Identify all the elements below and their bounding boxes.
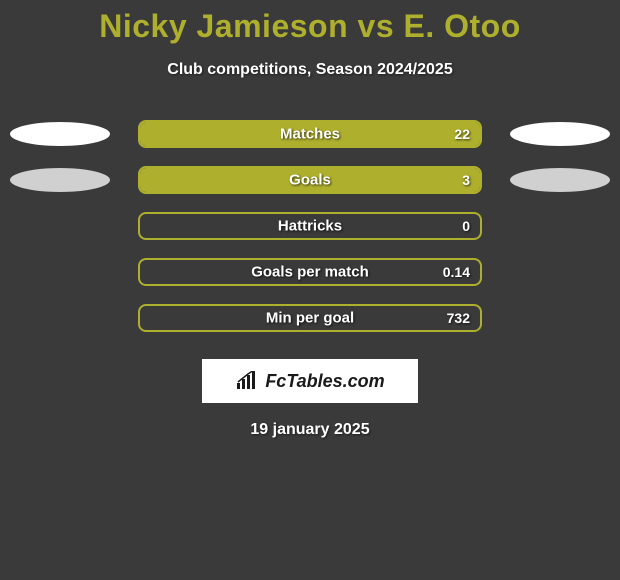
left-ellipse bbox=[10, 168, 110, 192]
stat-value: 22 bbox=[454, 126, 470, 142]
comparison-card: Nicky Jamieson vs E. Otoo Club competiti… bbox=[0, 0, 620, 439]
chart-icon bbox=[235, 371, 259, 391]
stat-label: Goals per match bbox=[251, 264, 369, 281]
subtitle: Club competitions, Season 2024/2025 bbox=[0, 61, 620, 79]
bar-track: Hattricks 0 bbox=[138, 212, 482, 240]
stat-row: Goals per match 0.14 bbox=[0, 249, 620, 295]
logo-box: FcTables.com bbox=[202, 359, 418, 403]
stat-value: 732 bbox=[447, 310, 470, 326]
stat-label: Matches bbox=[280, 126, 340, 143]
logo-text: FcTables.com bbox=[265, 371, 384, 392]
right-ellipse bbox=[510, 168, 610, 192]
left-ellipse bbox=[10, 122, 110, 146]
stat-value: 3 bbox=[462, 172, 470, 188]
stat-row: Hattricks 0 bbox=[0, 203, 620, 249]
date-label: 19 january 2025 bbox=[0, 421, 620, 439]
stat-value: 0 bbox=[462, 218, 470, 234]
stats-area: Matches 22 Goals 3 Hattricks 0 bbox=[0, 111, 620, 341]
bar-track: Goals per match 0.14 bbox=[138, 258, 482, 286]
stat-label: Hattricks bbox=[278, 218, 342, 235]
bar-track: Min per goal 732 bbox=[138, 304, 482, 332]
stat-row: Matches 22 bbox=[0, 111, 620, 157]
stat-value: 0.14 bbox=[443, 264, 470, 280]
stat-row: Goals 3 bbox=[0, 157, 620, 203]
page-title: Nicky Jamieson vs E. Otoo bbox=[0, 8, 620, 45]
right-ellipse bbox=[510, 122, 610, 146]
stat-label: Goals bbox=[289, 172, 331, 189]
stat-row: Min per goal 732 bbox=[0, 295, 620, 341]
stat-label: Min per goal bbox=[266, 310, 354, 327]
bar-track: Goals 3 bbox=[138, 166, 482, 194]
bar-track: Matches 22 bbox=[138, 120, 482, 148]
